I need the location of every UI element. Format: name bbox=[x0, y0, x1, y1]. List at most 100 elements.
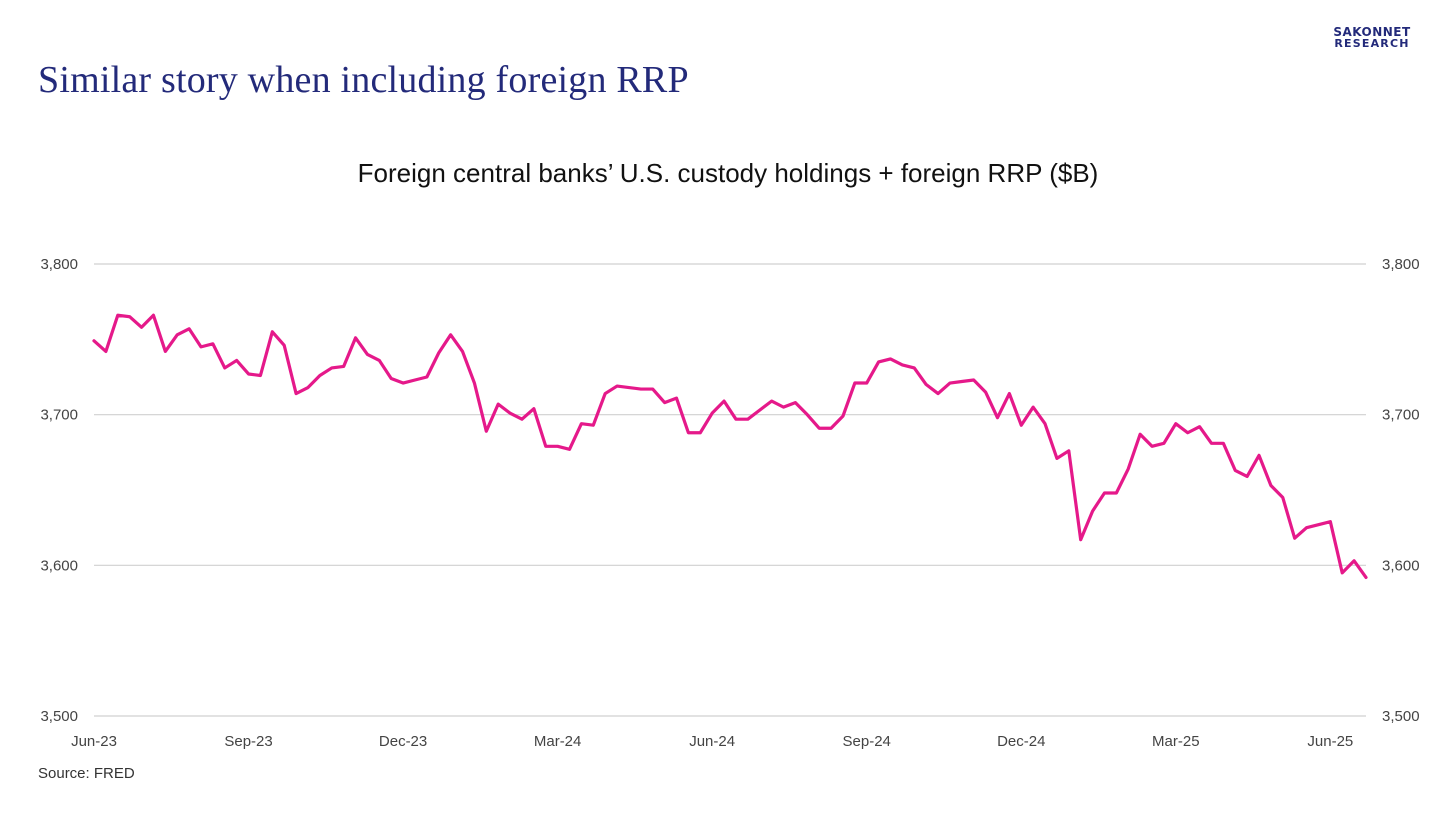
data-point bbox=[687, 432, 689, 434]
data-point bbox=[996, 416, 998, 418]
data-point bbox=[568, 448, 570, 450]
logo-line-2: RESEARCH bbox=[1334, 37, 1410, 50]
data-point bbox=[1008, 392, 1010, 394]
y-tick-label-right: 3,700 bbox=[1382, 407, 1420, 424]
slide-title: Similar story when including foreign RRP bbox=[38, 59, 689, 101]
x-tick-label: Sep-24 bbox=[843, 733, 891, 750]
data-point bbox=[1020, 424, 1022, 426]
chart-title: Foreign central banks’ U.S. custody hold… bbox=[357, 158, 1099, 188]
data-point bbox=[307, 386, 309, 388]
data-point bbox=[854, 382, 856, 384]
data-point bbox=[390, 377, 392, 379]
y-tick-label-left: 3,700 bbox=[40, 407, 78, 424]
data-point bbox=[164, 350, 166, 352]
data-point bbox=[794, 401, 796, 403]
data-point bbox=[973, 379, 975, 381]
x-tick-label: Sep-23 bbox=[224, 733, 272, 750]
data-point bbox=[1044, 423, 1046, 425]
data-point bbox=[1222, 442, 1224, 444]
data-point bbox=[176, 334, 178, 336]
data-point bbox=[663, 401, 665, 403]
data-point bbox=[556, 445, 558, 447]
data-point bbox=[426, 376, 428, 378]
data-point bbox=[604, 392, 606, 394]
data-point bbox=[723, 400, 725, 402]
data-point bbox=[1163, 442, 1165, 444]
data-point bbox=[485, 430, 487, 432]
x-tick-label: Dec-24 bbox=[997, 733, 1045, 750]
data-point bbox=[1246, 475, 1248, 477]
y-tick-label-right: 3,500 bbox=[1382, 708, 1420, 725]
data-point bbox=[1234, 469, 1236, 471]
data-point bbox=[877, 361, 879, 363]
data-point bbox=[259, 374, 261, 376]
data-point bbox=[782, 406, 784, 408]
data-point bbox=[449, 334, 451, 336]
y-tick-label-left: 3,600 bbox=[40, 557, 78, 574]
data-point bbox=[747, 418, 749, 420]
y-tick-label-left: 3,800 bbox=[40, 256, 78, 273]
logo-line-1: SAKONNET bbox=[1333, 25, 1411, 39]
data-point bbox=[93, 340, 95, 342]
series-layer bbox=[92, 313, 1368, 579]
data-point bbox=[818, 427, 820, 429]
data-point bbox=[152, 314, 154, 316]
data-point bbox=[509, 412, 511, 414]
y-tick-label-right: 3,800 bbox=[1382, 256, 1420, 273]
data-point bbox=[806, 413, 808, 415]
data-point bbox=[1365, 576, 1367, 578]
data-point bbox=[1293, 537, 1295, 539]
data-point bbox=[1056, 457, 1058, 459]
data-point bbox=[1186, 432, 1188, 434]
data-point bbox=[1270, 484, 1272, 486]
data-point bbox=[105, 350, 107, 352]
data-point bbox=[414, 379, 416, 381]
data-point bbox=[117, 314, 119, 316]
data-point bbox=[473, 382, 475, 384]
data-point bbox=[1329, 520, 1331, 522]
data-point bbox=[1353, 560, 1355, 562]
y-tick-label-right: 3,600 bbox=[1382, 557, 1420, 574]
data-point bbox=[937, 392, 939, 394]
data-point bbox=[235, 359, 237, 361]
data-point bbox=[1198, 426, 1200, 428]
data-point bbox=[711, 412, 713, 414]
series-line bbox=[92, 313, 1368, 579]
data-point bbox=[925, 383, 927, 385]
data-point bbox=[140, 326, 142, 328]
data-point bbox=[1032, 406, 1034, 408]
data-point bbox=[830, 427, 832, 429]
x-tick-label: Jun-25 bbox=[1307, 733, 1353, 750]
data-point bbox=[1305, 526, 1307, 528]
data-point bbox=[735, 418, 737, 420]
data-point bbox=[640, 388, 642, 390]
data-point bbox=[247, 373, 249, 375]
data-point bbox=[1341, 572, 1343, 574]
data-point bbox=[128, 316, 130, 318]
data-point bbox=[354, 337, 356, 339]
data-point bbox=[675, 397, 677, 399]
data-point bbox=[378, 359, 380, 361]
data-point bbox=[188, 328, 190, 330]
axis-labels: 3,800 3,800 3,700 3,700 3,600 3,600 3,500 3,500… bbox=[40, 256, 1419, 750]
data-point bbox=[283, 344, 285, 346]
data-point bbox=[1258, 454, 1260, 456]
data-point bbox=[212, 343, 214, 345]
source-note: Source: FRED bbox=[38, 765, 135, 782]
data-point bbox=[770, 400, 772, 402]
x-tick-label: Mar-24 bbox=[534, 733, 582, 750]
data-point bbox=[1210, 442, 1212, 444]
data-point bbox=[628, 386, 630, 388]
data-point bbox=[699, 432, 701, 434]
x-tick-label: Jun-23 bbox=[71, 733, 117, 750]
data-point bbox=[1175, 423, 1177, 425]
x-tick-label: Jun-24 bbox=[689, 733, 735, 750]
data-point bbox=[1282, 496, 1284, 498]
data-point bbox=[1068, 450, 1070, 452]
data-point bbox=[461, 350, 463, 352]
data-point bbox=[497, 403, 499, 405]
gridlines bbox=[94, 263, 1366, 717]
y-tick-label-left: 3,500 bbox=[40, 708, 78, 725]
data-point bbox=[1091, 510, 1093, 512]
